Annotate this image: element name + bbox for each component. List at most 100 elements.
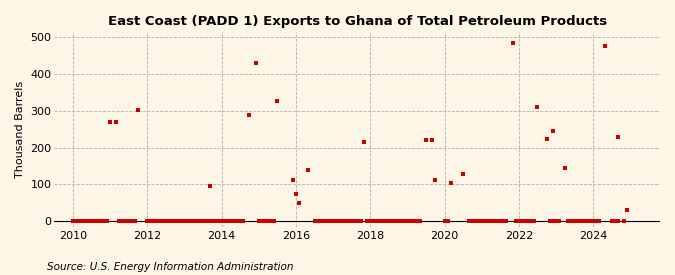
Point [331,219,342,223]
Point [229,219,240,223]
Point [155,219,165,223]
Point [327,219,338,223]
Point [464,219,475,223]
Point [569,219,580,223]
Point [260,219,271,223]
Point [458,172,468,176]
Point [151,219,162,223]
Point [368,219,379,223]
Point [294,200,304,205]
Point [210,219,221,223]
Point [319,219,329,223]
Point [349,219,360,223]
Point [594,219,605,223]
Point [145,219,156,223]
Point [600,44,611,48]
Point [216,219,227,223]
Point [105,120,115,124]
Point [393,219,404,223]
Point [163,219,174,223]
Point [235,219,246,223]
Point [86,219,97,223]
Point [225,219,236,223]
Point [263,219,273,223]
Point [238,219,248,223]
Point [591,219,601,223]
Point [541,137,552,141]
Point [520,219,531,223]
Point [68,219,78,223]
Point [198,219,209,223]
Point [430,178,441,182]
Point [173,219,184,223]
Point [498,219,509,223]
Point [92,219,103,223]
Point [272,99,283,103]
Point [364,219,375,223]
Point [408,219,419,223]
Point [495,219,506,223]
Point [442,219,453,223]
Point [470,219,481,223]
Point [613,134,624,139]
Point [148,219,159,223]
Point [399,219,410,223]
Point [337,219,348,223]
Point [402,219,413,223]
Point [169,219,180,223]
Point [101,219,112,223]
Point [477,219,487,223]
Point [551,219,562,223]
Point [290,191,301,196]
Point [532,105,543,109]
Point [414,219,425,223]
Text: Source: U.S. Energy Information Administration: Source: U.S. Energy Information Administ… [47,262,294,272]
Point [483,219,493,223]
Point [362,219,373,223]
Point [522,219,533,223]
Point [244,112,255,117]
Point [612,219,623,223]
Point [321,219,332,223]
Point [95,219,106,223]
Point [194,219,205,223]
Title: East Coast (PADD 1) Exports to Ghana of Total Petroleum Products: East Coast (PADD 1) Exports to Ghana of … [108,15,607,28]
Point [575,219,586,223]
Point [219,219,230,223]
Point [256,219,267,223]
Point [380,219,391,223]
Point [117,219,128,223]
Point [405,219,416,223]
Point [371,219,382,223]
Point [377,219,388,223]
Point [83,219,94,223]
Point [446,180,456,185]
Point [529,219,539,223]
Point [547,129,558,134]
Point [142,219,153,223]
Point [74,219,84,223]
Point [176,219,187,223]
Point [618,219,629,223]
Point [610,219,620,223]
Point [325,219,335,223]
Point [352,219,363,223]
Point [346,219,357,223]
Point [315,219,326,223]
Point [510,219,521,223]
Point [213,219,224,223]
Point [167,219,178,223]
Point [80,219,90,223]
Point [374,219,385,223]
Point [126,219,137,223]
Point [313,219,323,223]
Point [207,219,217,223]
Point [288,178,298,182]
Point [544,219,555,223]
Point [182,219,193,223]
Point [120,219,131,223]
Point [232,219,242,223]
Point [411,219,422,223]
Point [130,219,140,223]
Point [71,219,82,223]
